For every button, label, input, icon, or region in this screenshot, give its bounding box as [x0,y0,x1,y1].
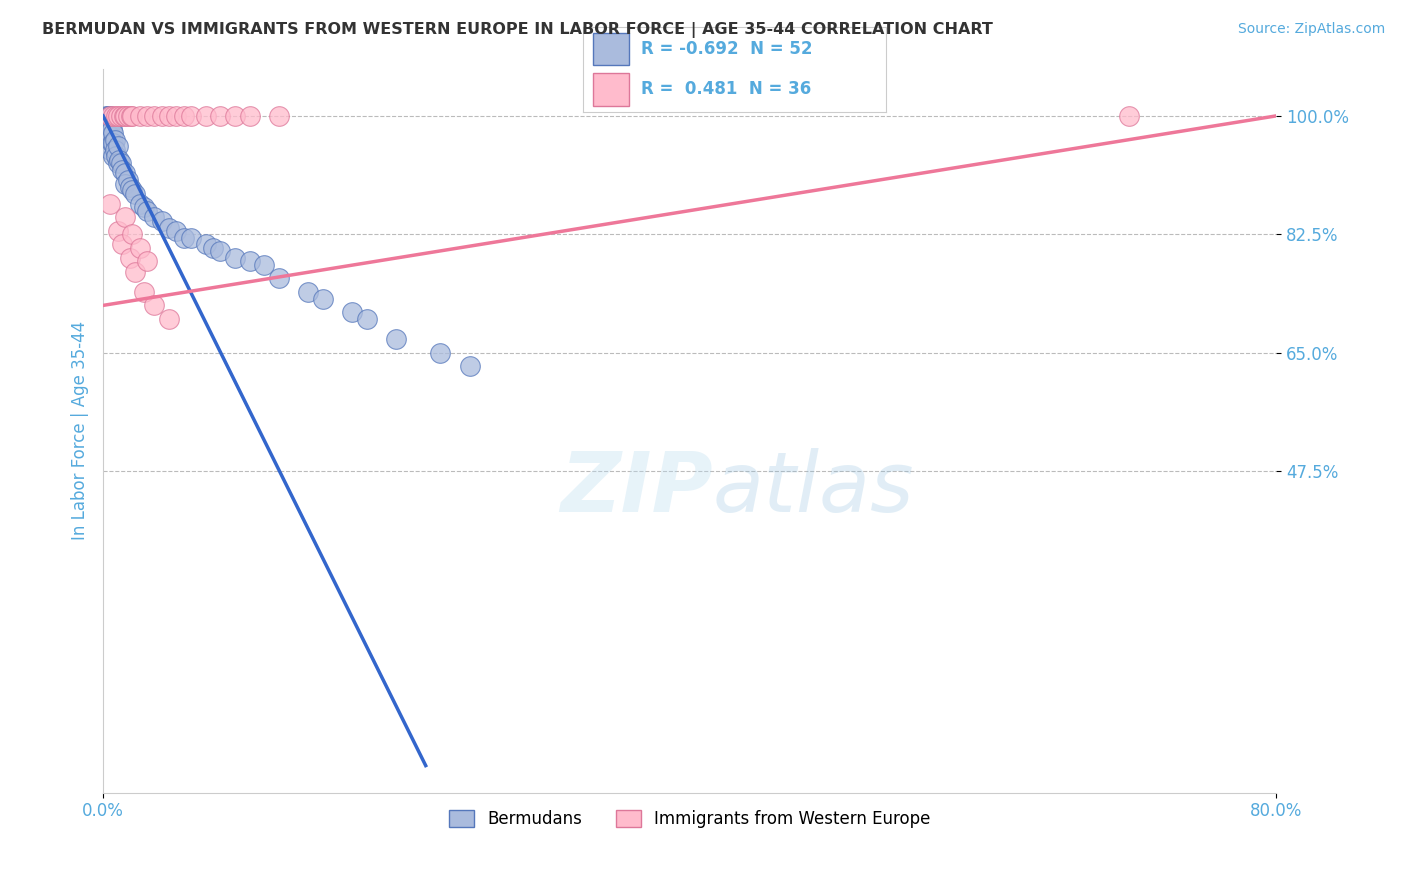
Point [385,332,408,346]
Point [165,109,187,123]
Point [157,109,180,123]
Point [104,132,127,146]
Point [356,312,378,326]
Point [100,109,122,123]
Y-axis label: In Labor Force | Age 35-44: In Labor Force | Age 35-44 [72,321,89,541]
Bar [592,73,628,105]
Point [117,173,139,187]
Point [120,109,142,123]
Point [224,251,246,265]
Point [209,244,232,259]
Point [267,271,290,285]
Point [98,116,121,130]
Point [458,359,481,374]
Point [110,156,132,170]
Bar [592,33,628,65]
Text: Source: ZipAtlas.com: Source: ZipAtlas.com [1237,22,1385,37]
Point [173,230,195,244]
Point [150,109,173,123]
Point [429,345,451,359]
Point [143,211,166,225]
Point [110,109,132,123]
Point [100,109,122,123]
Point [136,254,159,268]
Point [101,122,124,136]
Point [128,197,150,211]
Legend: Bermudans, Immigrants from Western Europe: Bermudans, Immigrants from Western Europ… [443,804,936,835]
Point [100,119,122,133]
Point [124,186,146,201]
Point [297,285,319,299]
Point [128,109,150,123]
Point [194,109,217,123]
Point [96,122,118,136]
Point [312,292,335,306]
Point [107,139,129,153]
Point [143,109,166,123]
Text: atlas: atlas [713,448,915,529]
Point [103,136,125,150]
Point [100,129,122,144]
Point [118,180,141,194]
Point [342,305,364,319]
Point [128,241,150,255]
Point [94,109,117,123]
Point [107,109,129,123]
Point [239,109,262,123]
Point [111,237,134,252]
Point [117,109,139,123]
Point [253,258,276,272]
Point [143,298,166,312]
Point [136,203,159,218]
Point [173,109,195,123]
Point [94,112,117,127]
Point [103,109,125,123]
Point [105,149,128,163]
Point [150,214,173,228]
Point [180,109,202,123]
Point [114,177,136,191]
Point [107,224,129,238]
Point [108,153,131,167]
Point [124,264,146,278]
Text: ZIP: ZIP [561,448,713,529]
Point [134,285,156,299]
Point [100,143,122,157]
Point [105,109,128,123]
Point [107,156,129,170]
Text: R = -0.692  N = 52: R = -0.692 N = 52 [641,40,813,58]
Point [121,227,143,242]
Point [121,183,143,197]
Point [96,109,118,123]
Point [239,254,262,268]
Point [1118,109,1140,123]
Point [114,166,136,180]
Point [209,109,232,123]
Point [118,251,141,265]
Point [202,241,225,255]
Point [112,109,135,123]
Point [114,211,136,225]
Point [98,109,121,123]
Point [100,197,122,211]
Point [114,109,136,123]
Point [157,220,180,235]
Point [224,109,246,123]
Point [157,312,180,326]
Point [194,237,217,252]
Point [103,149,125,163]
Point [121,109,143,123]
Point [267,109,290,123]
Point [136,109,159,123]
Point [165,224,187,238]
Point [101,136,124,150]
Text: BERMUDAN VS IMMIGRANTS FROM WESTERN EUROPE IN LABOR FORCE | AGE 35-44 CORRELATIO: BERMUDAN VS IMMIGRANTS FROM WESTERN EURO… [42,22,993,38]
Point [134,200,156,214]
Point [104,143,127,157]
Point [103,126,125,140]
Point [180,230,202,244]
Point [111,163,134,178]
Text: R =  0.481  N = 36: R = 0.481 N = 36 [641,80,811,98]
